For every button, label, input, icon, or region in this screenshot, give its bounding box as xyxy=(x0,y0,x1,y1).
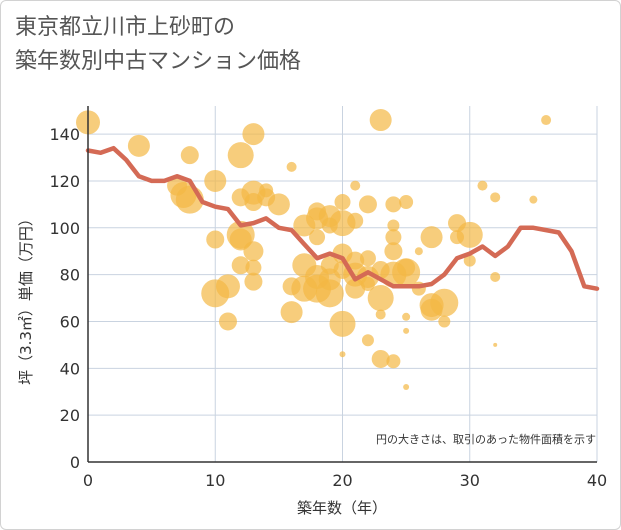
data-bubble xyxy=(329,310,356,337)
data-bubble xyxy=(244,272,263,291)
chart-title: 東京都立川市上砂町の 築年数別中古マンション価格 xyxy=(15,11,301,79)
data-bubble xyxy=(375,309,386,320)
data-bubble xyxy=(360,277,375,291)
data-bubble xyxy=(359,250,376,267)
data-bubble xyxy=(402,312,411,321)
data-bubble xyxy=(204,169,227,192)
data-bubble xyxy=(387,219,400,232)
bubble-size-note: 円の大きさは、取引のあった物件面積を示す xyxy=(376,432,596,446)
data-bubble xyxy=(490,271,501,282)
data-bubble xyxy=(280,301,303,324)
x-tick-label: 0 xyxy=(83,471,93,490)
data-bubble xyxy=(420,226,443,249)
y-tick-label: 40 xyxy=(60,359,80,378)
data-bubble xyxy=(245,259,262,276)
data-bubble xyxy=(367,285,394,312)
data-bubble xyxy=(371,349,390,368)
x-tick-label: 40 xyxy=(587,471,607,490)
y-tick-label: 20 xyxy=(60,406,80,425)
data-bubble xyxy=(541,115,552,126)
x-axis-label: 築年数（年） xyxy=(297,499,387,517)
data-bubble xyxy=(267,193,290,216)
trend-line-series xyxy=(85,145,600,291)
axes: 0 20 40 60 80 100 120 140 0 10 20 30 40 xyxy=(49,106,607,490)
data-bubble xyxy=(403,327,410,334)
data-bubble xyxy=(358,195,377,214)
y-tick-label: 80 xyxy=(60,266,80,285)
y-tick-label: 140 xyxy=(49,125,80,144)
data-bubble xyxy=(206,230,225,249)
data-bubble xyxy=(215,274,240,299)
data-bubble xyxy=(493,342,498,347)
data-bubble xyxy=(386,354,401,369)
chart-title-line-1: 東京都立川市上砂町の xyxy=(15,15,236,40)
x-tick-label: 10 xyxy=(205,471,225,490)
data-bubble xyxy=(361,334,374,347)
data-bubble xyxy=(384,242,403,261)
data-bubble xyxy=(243,241,264,262)
grid xyxy=(88,106,598,462)
data-bubble xyxy=(403,384,410,391)
data-bubble xyxy=(127,134,150,157)
data-bubble xyxy=(218,312,237,331)
data-bubble xyxy=(438,315,451,328)
x-tick-label: 30 xyxy=(460,471,480,490)
y-tick-label: 100 xyxy=(49,219,80,238)
data-bubble xyxy=(339,351,346,358)
data-bubble xyxy=(242,123,265,146)
y-tick-label: 120 xyxy=(49,172,80,191)
data-bubble xyxy=(430,288,459,317)
y-axis-label: 坪（3.3㎡）単価（万円） xyxy=(17,211,35,385)
average-price-line xyxy=(85,145,600,291)
data-bubble xyxy=(490,192,501,203)
data-bubble xyxy=(456,221,483,248)
data-bubble xyxy=(392,258,421,287)
data-bubble xyxy=(347,212,364,229)
data-bubble xyxy=(414,247,423,256)
data-bubble xyxy=(227,142,254,169)
data-bubble xyxy=(309,229,326,246)
chart-title-line-2: 築年数別中古マンション価格 xyxy=(15,49,302,74)
data-bubble xyxy=(369,109,392,132)
x-tick-label: 20 xyxy=(332,471,352,490)
data-bubble xyxy=(286,161,297,172)
y-tick-label: 0 xyxy=(70,453,80,472)
data-bubble xyxy=(334,194,351,211)
data-bubble xyxy=(463,254,476,267)
data-bubble xyxy=(529,195,538,204)
data-bubble xyxy=(477,180,488,191)
data-bubble xyxy=(231,256,250,275)
y-tick-label: 60 xyxy=(60,312,80,331)
data-bubble xyxy=(350,180,361,191)
bubble-series xyxy=(76,109,552,391)
data-bubble xyxy=(399,195,414,210)
data-bubble xyxy=(385,229,402,246)
data-bubble xyxy=(180,146,199,165)
data-bubble xyxy=(385,196,402,213)
data-bubble xyxy=(315,279,344,308)
